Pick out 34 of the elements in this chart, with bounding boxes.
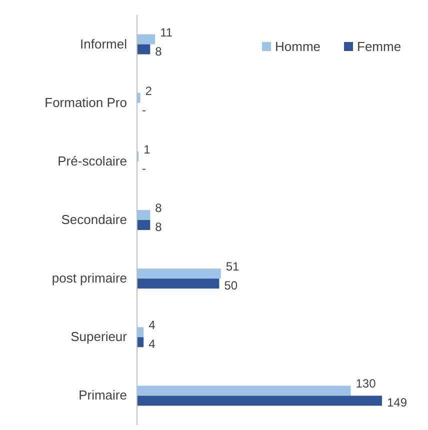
bar bbox=[137, 268, 221, 279]
bar bbox=[137, 337, 144, 348]
data-label: 2 bbox=[145, 84, 152, 98]
bar bbox=[137, 278, 220, 289]
y-tick-label: post primaire bbox=[52, 270, 127, 286]
bar bbox=[137, 220, 150, 230]
data-label: - bbox=[142, 161, 146, 176]
data-label: - bbox=[142, 102, 146, 117]
data-label: 8 bbox=[155, 44, 162, 58]
y-tick-label: Secondaire bbox=[61, 212, 127, 227]
y-tick-label: Formation Pro bbox=[44, 94, 127, 110]
bar bbox=[137, 396, 382, 406]
legend-label: Femme bbox=[357, 39, 402, 54]
bar bbox=[137, 386, 351, 396]
data-label: 8 bbox=[155, 220, 162, 234]
data-label: 8 bbox=[155, 201, 162, 215]
y-tick-label: Superieur bbox=[70, 329, 128, 344]
bar bbox=[137, 44, 150, 54]
bar bbox=[137, 327, 144, 338]
data-label: 1 bbox=[144, 142, 151, 156]
data-label: 51 bbox=[226, 260, 240, 274]
bar bbox=[137, 34, 156, 44]
data-label: 50 bbox=[224, 278, 238, 293]
data-label: 4 bbox=[148, 337, 156, 352]
y-tick-label: Pré-scolaire bbox=[58, 153, 127, 168]
data-label: 130 bbox=[356, 376, 376, 391]
y-tick-label: Primaire bbox=[78, 388, 127, 403]
data-label: 4 bbox=[148, 318, 156, 332]
data-label: 11 bbox=[160, 25, 173, 40]
data-label: 149 bbox=[387, 396, 408, 410]
bar bbox=[137, 210, 150, 220]
legend-label: Homme bbox=[275, 39, 321, 54]
y-tick-label: Informel bbox=[80, 36, 128, 52]
bar bbox=[137, 92, 140, 103]
